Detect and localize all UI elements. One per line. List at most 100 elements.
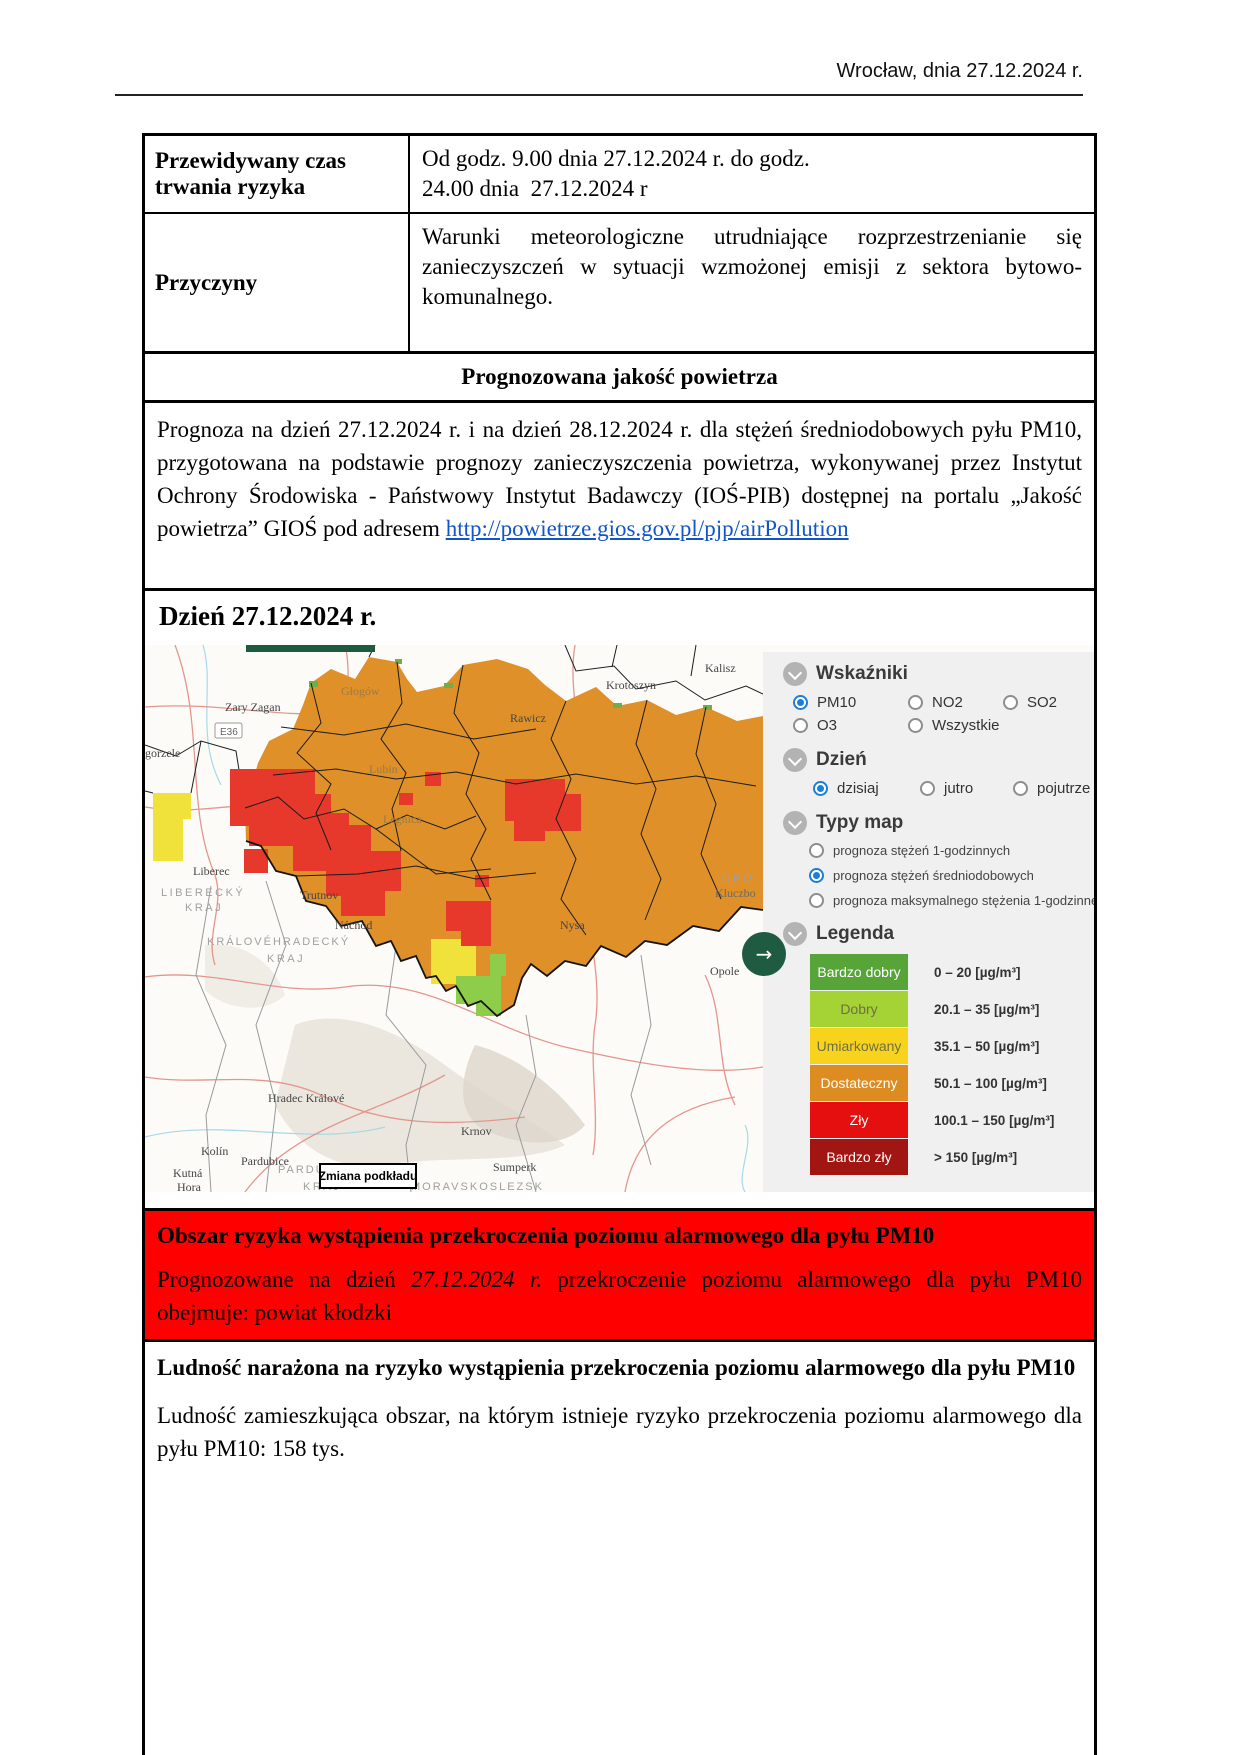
road-badge-e36: E36	[214, 722, 243, 739]
radio-dzisiaj[interactable]: dzisiaj	[813, 780, 920, 797]
radio-label: prognoza maksymalnego stężenia 1-godzinn…	[833, 893, 1094, 908]
chevron-down-icon[interactable]	[783, 811, 807, 835]
radio-prognoza-sredniodobowych[interactable]: prognoza stężeń średniodobowych	[809, 868, 1094, 883]
radio-jutro[interactable]: jutro	[920, 780, 1013, 797]
radio-icon[interactable]	[793, 695, 808, 710]
radio-label: prognoza stężeń średniodobowych	[833, 868, 1034, 883]
radio-icon[interactable]	[793, 718, 808, 733]
radio-icon[interactable]	[920, 781, 935, 796]
radio-label: SO2	[1027, 694, 1058, 711]
chevron-down-icon[interactable]	[783, 922, 807, 946]
radio-icon[interactable]	[1013, 781, 1028, 796]
arrow-right-icon: →	[755, 942, 773, 966]
radio-so2[interactable]: SO2	[1003, 694, 1094, 711]
section-title: Typy map	[816, 812, 904, 833]
panel-collapse-button[interactable]: →	[742, 932, 786, 976]
legend-color-box: Dobry	[810, 991, 908, 1027]
radio-pojutrze[interactable]: pojutrze	[1013, 780, 1094, 797]
radio-wszystkie[interactable]: Wszystkie	[908, 717, 1003, 734]
row-duration: Przewidywany czas trwania ryzyka Od godz…	[145, 136, 1094, 214]
map-labels: Krotoszyn Kalisz Zary Zagan Rawicz Głogó…	[145, 661, 756, 1192]
legend-range: > 150 [µg/m³]	[934, 1149, 1018, 1165]
radio-icon[interactable]	[813, 781, 828, 796]
radio-o3[interactable]: O3	[793, 717, 908, 734]
basemap-change-button[interactable]: Zmiana podkładu	[319, 1163, 417, 1189]
radio-label: PM10	[817, 694, 857, 711]
legend-range: 50.1 – 100 [µg/m³]	[934, 1075, 1047, 1091]
radio-label: prognoza stężeń 1-godzinnych	[833, 843, 1011, 858]
legend-color-box: Bardzo zły	[810, 1139, 908, 1175]
legend: Bardzo dobry 0 – 20 [µg/m³] Dobry 20.1 –…	[810, 954, 1094, 1175]
section-title: Wskaźniki	[816, 663, 908, 684]
map-label-lubin: Lubin	[369, 762, 398, 776]
radio-icon[interactable]	[809, 868, 824, 883]
radio-icon[interactable]	[1003, 695, 1018, 710]
legend-row: Dobry 20.1 – 35 [µg/m³]	[810, 991, 1094, 1027]
legend-row: Zły 100.1 – 150 [µg/m³]	[810, 1102, 1094, 1138]
radio-prognoza-maksymalnego[interactable]: prognoza maksymalnego stężenia 1-godzinn…	[809, 893, 1094, 908]
section-typy-map-header[interactable]: Typy map	[783, 811, 1094, 835]
radio-no2[interactable]: NO2	[908, 694, 1003, 711]
radio-prognoza-1-godzinnych[interactable]: prognoza stężeń 1-godzinnych	[809, 843, 1094, 858]
radio-icon[interactable]	[809, 843, 824, 858]
map-label-glogow: Głogów	[341, 684, 380, 698]
info-table: Przewidywany czas trwania ryzyka Od godz…	[142, 133, 1097, 1755]
map-label-liberecky: LIBERECKÝ	[161, 886, 245, 899]
county-borders	[244, 661, 757, 936]
radio-icon[interactable]	[809, 893, 824, 908]
legend-row: Dostateczny 50.1 – 100 [µg/m³]	[810, 1065, 1094, 1101]
chevron-down-icon[interactable]	[783, 662, 807, 686]
map-label-nachod: Náchod	[335, 918, 372, 932]
forecast-link[interactable]: http://powietrze.gios.gov.pl/pjp/airPoll…	[445, 516, 849, 541]
population-section: Ludność narażona na ryzyko wystąpienia p…	[145, 1342, 1094, 1465]
radio-label: O3	[817, 717, 838, 734]
section-dzien-header[interactable]: Dzień	[783, 748, 1094, 772]
typy-map-options: prognoza stężeń 1-godzinnych prognoza st…	[809, 843, 1094, 908]
radio-icon[interactable]	[908, 695, 923, 710]
orange-overlay	[245, 657, 763, 1016]
map-label-liberec: Liberec	[193, 864, 230, 878]
causes-value: Warunki meteorologiczne utrudniające roz…	[422, 224, 1082, 309]
map-label-opolskie: OPO	[722, 873, 754, 885]
legend-color-box: Bardzo dobry	[810, 954, 908, 990]
legend-range: 0 – 20 [µg/m³]	[934, 964, 1021, 980]
national-border	[245, 840, 764, 1018]
legend-row: Bardzo zły > 150 [µg/m³]	[810, 1139, 1094, 1175]
population-title: Ludność narażona na ryzyko wystąpienia p…	[157, 1355, 1076, 1380]
row-causes: Przyczyny Warunki meteorologiczne utrudn…	[145, 214, 1094, 354]
map-label-liberecky-kraj: KRAJ	[185, 902, 223, 914]
section-title: Dzień	[816, 749, 867, 770]
legend-range: 100.1 – 150 [µg/m³]	[934, 1112, 1055, 1128]
map-controls-panel: Wskaźniki PM10 NO2 SO2	[763, 652, 1094, 1192]
radio-icon[interactable]	[908, 718, 923, 733]
legend-color-box: Dostateczny	[810, 1065, 908, 1101]
radio-label: jutro	[944, 780, 974, 797]
czech-region-borders	[195, 880, 652, 1192]
map-label-krotoszyn: Krotoszyn	[606, 678, 656, 692]
alert-body-suffix: przekroczenie poziomu alarmowego dla pył…	[157, 1267, 1083, 1325]
section-legenda-header[interactable]: Legenda	[783, 922, 1094, 946]
radio-pm10[interactable]: PM10	[793, 694, 908, 711]
section-title: Legenda	[816, 923, 895, 944]
legend-row: Bardzo dobry 0 – 20 [µg/m³]	[810, 954, 1094, 990]
row-map: Dzień 27.12.2024 r.	[145, 599, 1094, 1465]
header-rule	[115, 94, 1083, 96]
map-label-kolin: Kolín	[201, 1144, 228, 1158]
map-label-legnica: Legnica	[383, 812, 422, 826]
alert-banner: Obszar ryzyka wystąpienia przekroczenia …	[145, 1208, 1094, 1342]
chevron-down-icon[interactable]	[783, 748, 807, 772]
wskazniki-options: PM10 NO2 SO2 O3	[793, 694, 1094, 734]
legend-color-box: Zły	[810, 1102, 908, 1138]
dzien-options: dzisiaj jutro pojutrze	[813, 780, 1094, 797]
section-wskazniki-header[interactable]: Wskaźniki	[783, 662, 1094, 686]
map-screenshot: E36 Krotoszyn Kalisz Zary Zagan Rawicz G…	[145, 645, 1094, 1192]
map-label-kluczbork: Kluczbo	[715, 886, 756, 900]
map-label-kralovehradecky: KRÁLOVÉHRADECKÝ	[207, 935, 350, 948]
map-label-rawicz: Rawicz	[510, 711, 546, 725]
forecast-paragraph: Prognoza na dzień 27.12.2024 r. i na dzi…	[145, 403, 1094, 591]
legend-range: 35.1 – 50 [µg/m³]	[934, 1038, 1040, 1054]
duration-label: Przewidywany czas trwania ryzyka	[145, 136, 410, 212]
green-overlay-patches	[309, 659, 712, 1016]
forecast-text: Prognoza na dzień 27.12.2024 r. i na dzi…	[157, 417, 1082, 541]
causes-label: Przyczyny	[145, 214, 410, 351]
